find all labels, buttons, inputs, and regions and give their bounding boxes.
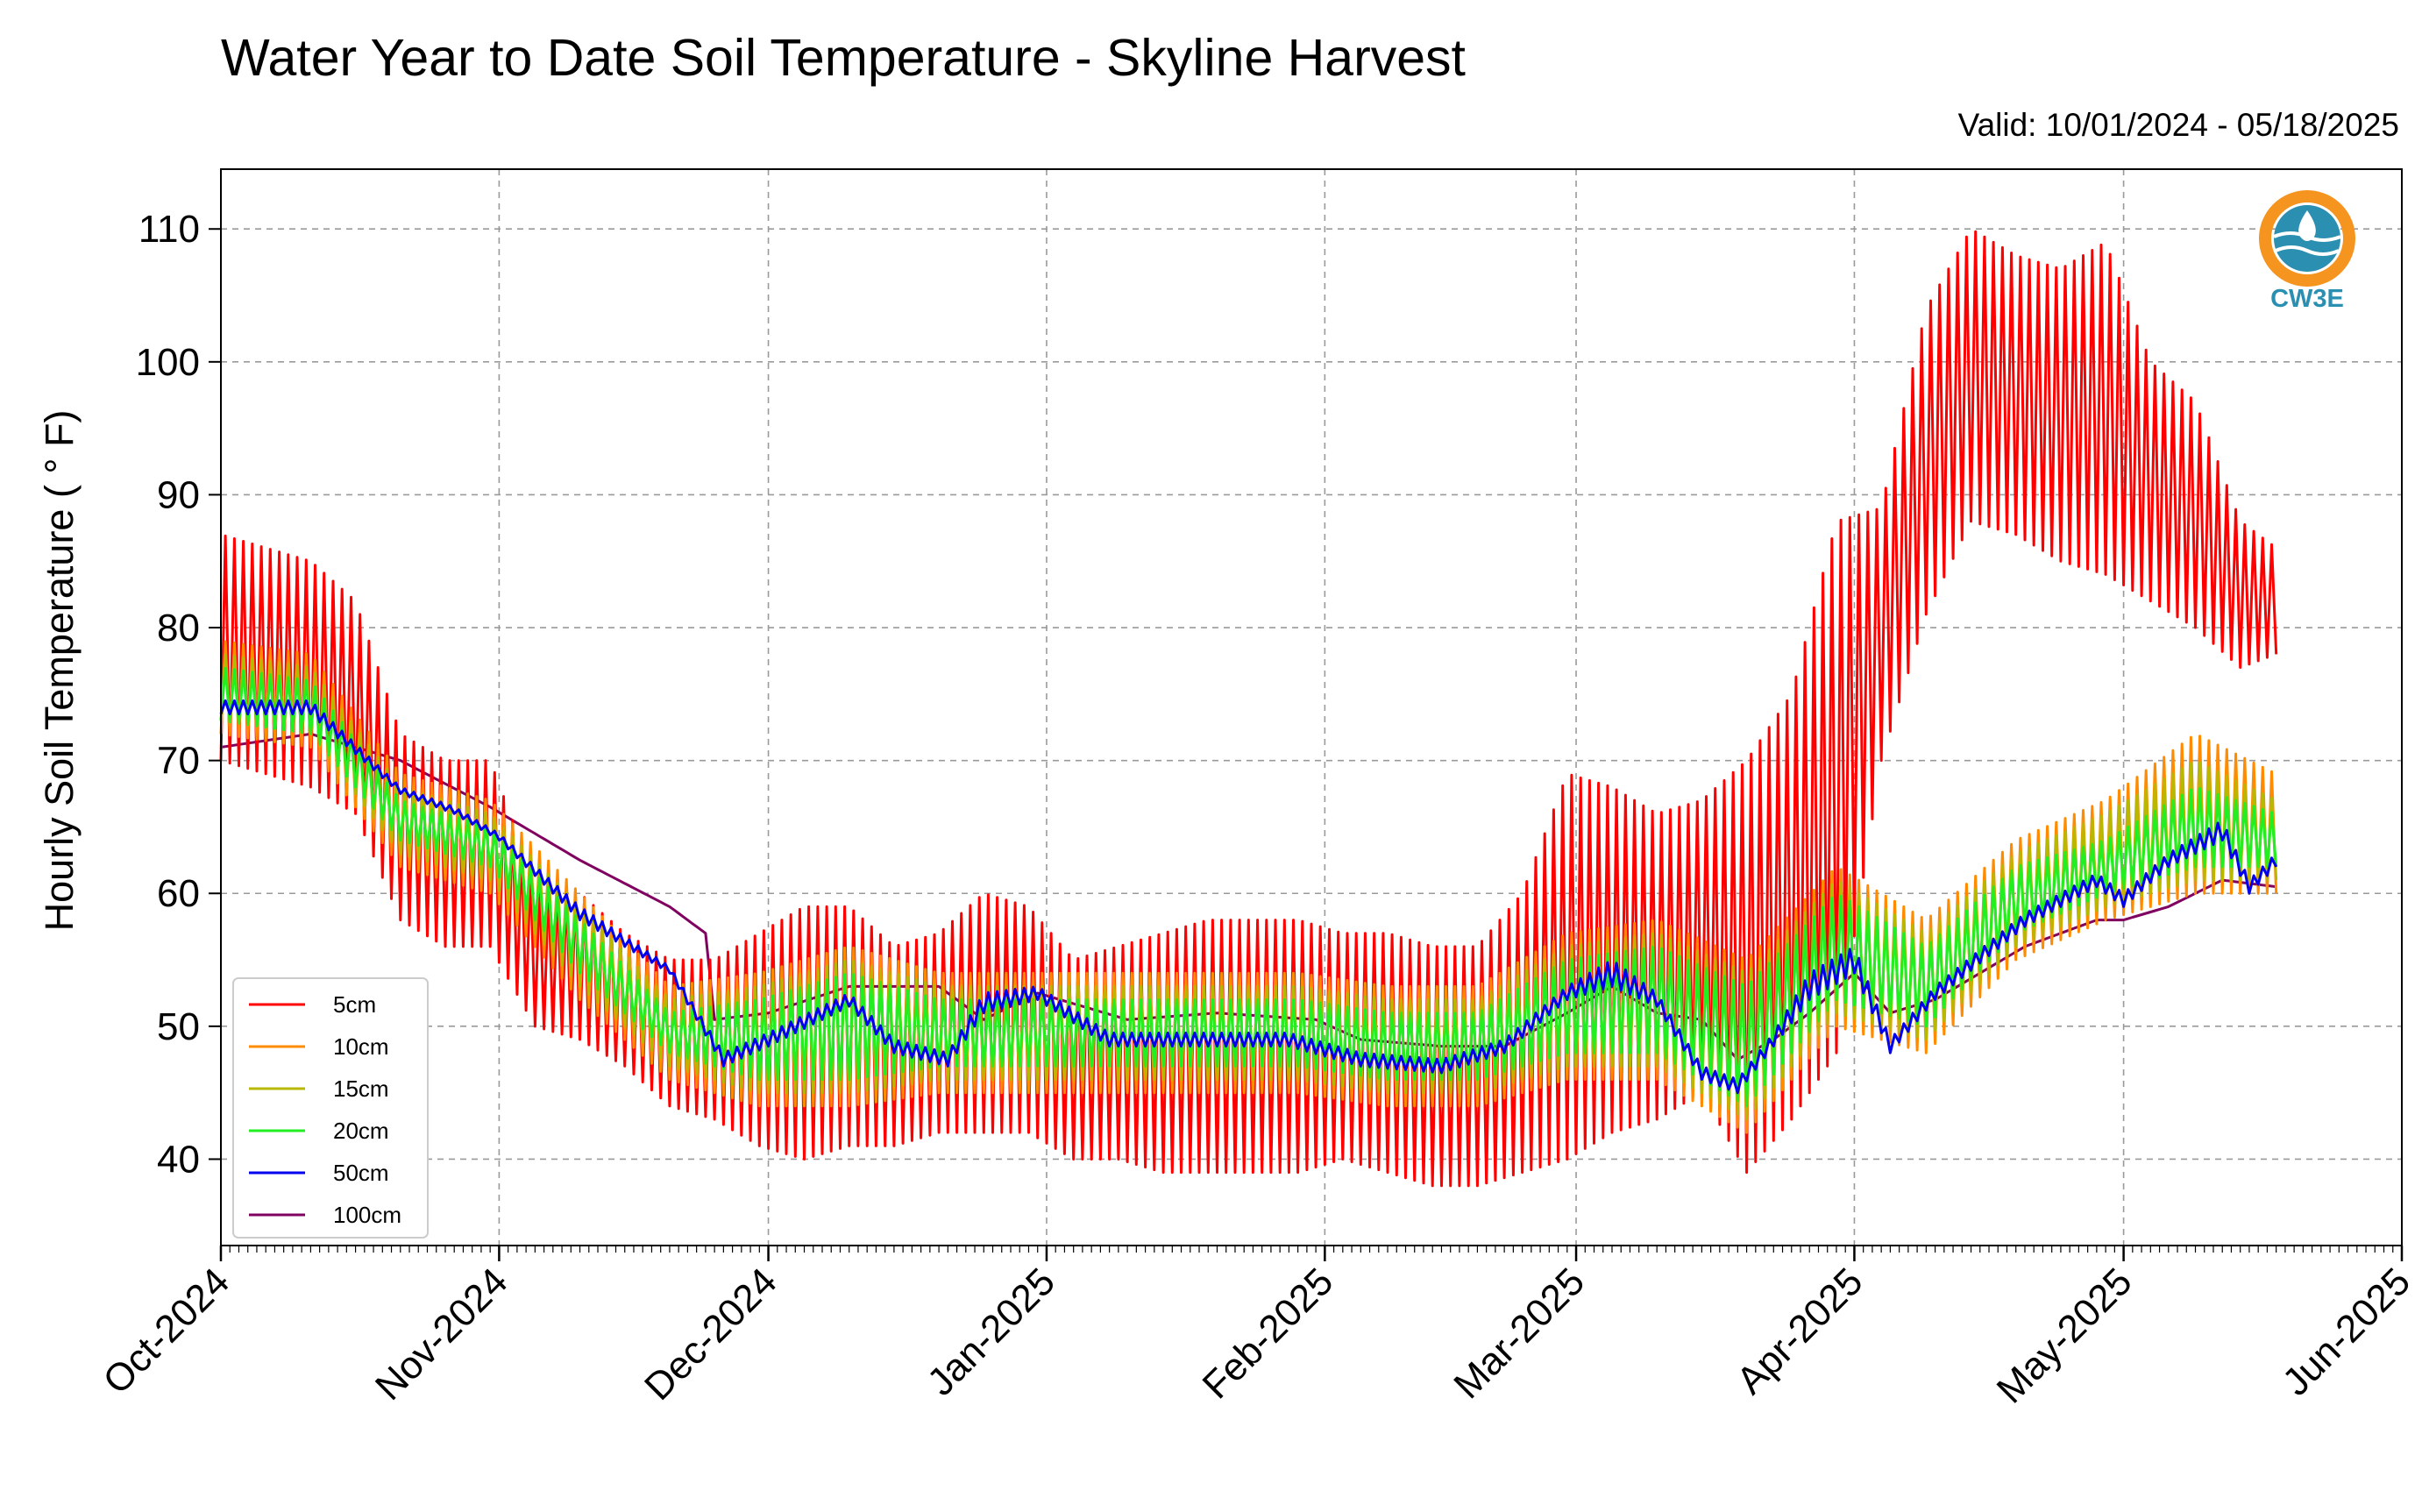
x-tick-label: Apr-2025 bbox=[1729, 1260, 1871, 1402]
x-tick-label: Jan-2025 bbox=[920, 1260, 1063, 1403]
cw3e-logo: CW3E bbox=[2259, 190, 2355, 313]
y-tick-label: 90 bbox=[157, 473, 200, 516]
y-tick-label: 100 bbox=[136, 341, 200, 384]
legend-box bbox=[232, 977, 429, 1239]
y-tick-label: 50 bbox=[157, 1005, 200, 1048]
series-line-50cm bbox=[219, 699, 2278, 1095]
series-line-20cm bbox=[219, 666, 2278, 1108]
x-tick-label: Nov-2024 bbox=[367, 1260, 516, 1409]
legend-label: 5cm bbox=[333, 991, 376, 1018]
x-tick-label: Dec-2024 bbox=[636, 1260, 785, 1409]
y-tick-label: 40 bbox=[157, 1138, 200, 1181]
plot-area bbox=[221, 169, 2402, 1246]
y-tick-label: 110 bbox=[138, 208, 200, 251]
y-tick-label: 80 bbox=[157, 607, 200, 650]
x-tick-label: May-2025 bbox=[1989, 1260, 2141, 1411]
legend: 5cm 10cm 15cm 20cm 50cm 100cm bbox=[232, 977, 429, 1239]
series-group bbox=[219, 230, 2278, 1188]
chart-title: Water Year to Date Soil Temperature - Sk… bbox=[221, 29, 1466, 87]
grid-lines bbox=[220, 169, 2403, 1246]
plot-frame bbox=[220, 168, 2403, 1246]
y-tick-label: 60 bbox=[157, 872, 200, 915]
x-tick-label: Oct-2024 bbox=[95, 1260, 238, 1402]
chart-subtitle: Valid: 10/01/2024 - 05/18/2025 bbox=[1957, 107, 2399, 143]
water-drop-globe-icon bbox=[2259, 190, 2355, 287]
legend-label: 50cm bbox=[333, 1160, 389, 1186]
x-tick-label: Feb-2025 bbox=[1195, 1260, 1342, 1407]
series-line-5cm bbox=[219, 230, 2278, 1188]
legend-label: 20cm bbox=[333, 1118, 389, 1144]
legend-label: 15cm bbox=[333, 1075, 389, 1102]
x-tick-label: Jun-2025 bbox=[2275, 1260, 2418, 1403]
legend-label: 10cm bbox=[333, 1033, 389, 1060]
x-tick-label: Mar-2025 bbox=[1445, 1260, 1593, 1407]
legend-label: 100cm bbox=[333, 1202, 401, 1228]
logo-label: CW3E bbox=[2270, 285, 2344, 313]
y-tick-label: 70 bbox=[157, 740, 200, 783]
